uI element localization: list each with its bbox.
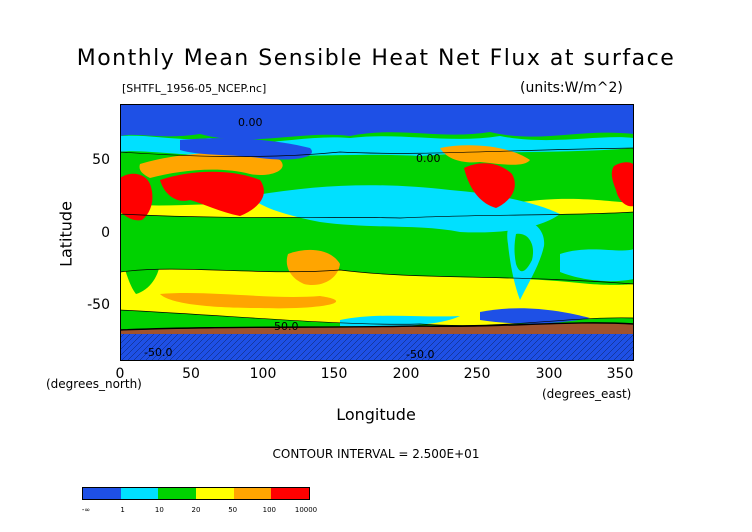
- field-band-south-orange: [160, 293, 337, 309]
- field-arctic: [120, 104, 634, 140]
- x-axis-label: Longitude: [336, 405, 416, 424]
- land-south-america-inner: [514, 233, 534, 272]
- x-tick-300: 300: [535, 366, 563, 382]
- land-australia: [286, 249, 340, 286]
- plot-area: 0.00 0.00 -50.0 -50.0 -50.0: [119, 104, 635, 361]
- contour-line: [119, 309, 635, 326]
- colorbar-label-5: 100: [262, 506, 277, 514]
- colorbar-segment-2: [158, 488, 197, 499]
- colorbar-label-1: 1: [120, 506, 125, 514]
- x-axis-unit: (degrees_east): [542, 387, 632, 401]
- x-tick-0: 0: [115, 366, 125, 382]
- x-tick-350: 350: [606, 366, 634, 382]
- colorbar-segment-1: [120, 488, 159, 499]
- colorbar-label-4: 50: [228, 506, 238, 514]
- dataset-file-label: [SHTFL_1956-05_NCEP.nc]: [122, 82, 267, 95]
- y-tick-0: 0: [101, 225, 110, 241]
- x-tick-150: 150: [320, 366, 348, 382]
- contour-label-3: -50.0: [144, 346, 172, 359]
- land-africa-south: [120, 223, 161, 294]
- contour-line: [119, 211, 635, 219]
- colorbar-segment-3: [196, 488, 234, 499]
- units-label: (units:W/m^2): [520, 80, 623, 96]
- colorbar: [82, 487, 310, 500]
- field-cyan-atlantic: [560, 249, 634, 282]
- land-iberia: [611, 162, 634, 207]
- land-north-america-orange: [440, 145, 530, 165]
- plot-frame: [120, 104, 634, 361]
- contour-label-4: -50.0: [406, 348, 434, 361]
- x-tick-200: 200: [392, 366, 420, 382]
- colorbar-segment-5: [271, 488, 310, 499]
- land-eurasia-orange: [139, 152, 283, 178]
- colorbar-label-6: 10000: [294, 506, 318, 514]
- colorbar-segment-0: [83, 488, 121, 499]
- x-tick-50: 50: [182, 366, 200, 382]
- y-tick-minus50: -50: [87, 297, 110, 313]
- contour-label-2: -50.0: [270, 320, 298, 333]
- contour-label-0: 0.00: [238, 116, 263, 129]
- field-antarctic-hatch: [120, 334, 634, 361]
- y-tick-50: 50: [92, 152, 110, 168]
- contour-line: [119, 147, 635, 157]
- x-tick-100: 100: [249, 366, 277, 382]
- contour-line: [119, 322, 635, 331]
- colorbar-segment-4: [233, 488, 272, 499]
- field-south-blue: [480, 308, 590, 324]
- land-north-america: [464, 163, 515, 208]
- y-axis-label: Latitude: [56, 201, 76, 267]
- y-axis-unit: (degrees_north): [46, 377, 142, 391]
- field-antarctic-margin: [120, 322, 634, 336]
- contour-label-1: 0.00: [416, 152, 441, 165]
- land-arabia-india: [160, 171, 264, 216]
- contour-line: [119, 268, 635, 285]
- contour-interval-note: CONTOUR INTERVAL = 2.500E+01: [272, 447, 480, 461]
- flux-map: 0.00 0.00 -50.0 -50.0 -50.0: [119, 104, 635, 361]
- land-siberia: [180, 138, 312, 160]
- land-africa: [120, 173, 153, 221]
- colorbar-label-0: -∞: [81, 506, 91, 514]
- chart-title: Monthly Mean Sensible Heat Net Flux at s…: [76, 46, 676, 71]
- colorbar-label-3: 20: [191, 506, 201, 514]
- colorbar-label-2: 10: [154, 506, 164, 514]
- x-tick-250: 250: [463, 366, 491, 382]
